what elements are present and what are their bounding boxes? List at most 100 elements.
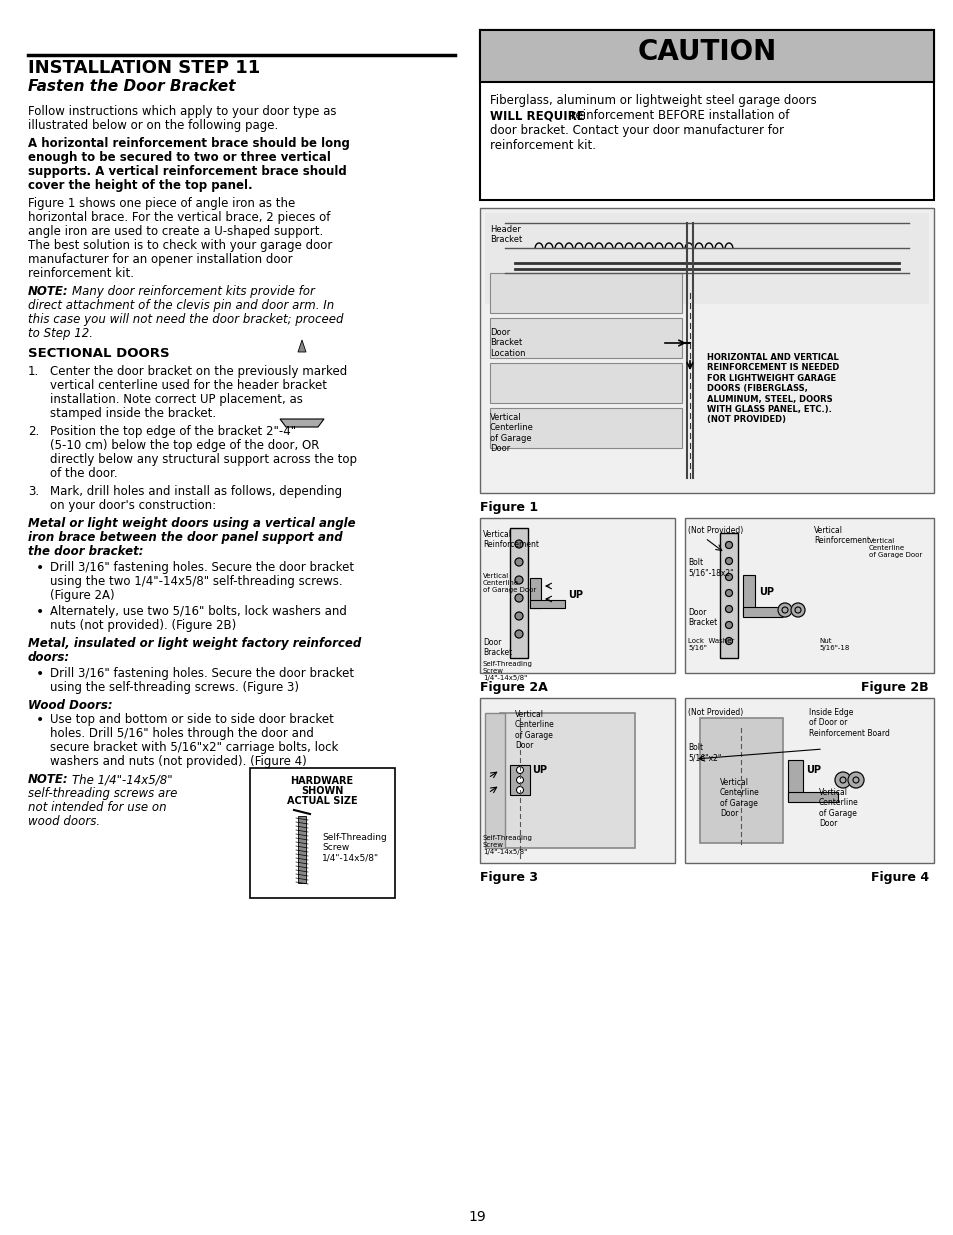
Polygon shape [297, 340, 306, 352]
Text: Door
Bracket
Location: Door Bracket Location [490, 329, 525, 358]
Bar [479, 207, 933, 493]
Text: Drill 3/16" fastening holes. Secure the door bracket: Drill 3/16" fastening holes. Secure the … [50, 667, 354, 680]
Text: Header
Bracket: Header Bracket [490, 225, 521, 245]
Text: secure bracket with 5/16"x2" carriage bolts, lock: secure bracket with 5/16"x2" carriage bo… [50, 741, 338, 755]
Text: Figure 2B: Figure 2B [861, 680, 928, 694]
Text: Metal, insulated or light weight factory reinforced: Metal, insulated or light weight factory… [28, 637, 361, 650]
Text: horizontal brace. For the vertical brace, 2 pieces of: horizontal brace. For the vertical brace… [28, 211, 330, 224]
Text: Drill 3/16" fastening holes. Secure the door bracket: Drill 3/16" fastening holes. Secure the … [50, 561, 354, 574]
Bar [490, 363, 681, 403]
Bar [499, 713, 635, 848]
Circle shape [724, 605, 732, 613]
Text: Figure 2A: Figure 2A [479, 680, 547, 694]
Text: (Not Provided): (Not Provided) [687, 526, 742, 535]
Text: Door
Bracket: Door Bracket [687, 608, 717, 627]
Bar [720, 534, 738, 658]
Circle shape [516, 787, 523, 794]
Circle shape [516, 777, 523, 783]
Circle shape [834, 772, 850, 788]
Text: this case you will not need the door bracket; proceed: this case you will not need the door bra… [28, 312, 343, 326]
Circle shape [847, 772, 863, 788]
Text: nuts (not provided). (Figure 2B): nuts (not provided). (Figure 2B) [50, 619, 236, 632]
Text: the door bracket:: the door bracket: [28, 545, 143, 558]
Circle shape [778, 603, 791, 618]
Text: Follow instructions which apply to your door type as: Follow instructions which apply to your … [28, 105, 336, 119]
Circle shape [724, 621, 732, 629]
Circle shape [515, 594, 522, 601]
Text: The 1/4"-14x5/8": The 1/4"-14x5/8" [71, 773, 172, 785]
Text: not intended for use on: not intended for use on [28, 802, 167, 814]
Text: Wood Doors:: Wood Doors: [28, 699, 112, 713]
Text: Fiberglass, aluminum or lightweight steel garage doors: Fiberglass, aluminum or lightweight stee… [490, 94, 816, 107]
Text: The best solution is to check with your garage door: The best solution is to check with your … [28, 240, 332, 252]
Text: vertical centerline used for the header bracket: vertical centerline used for the header … [50, 379, 327, 391]
Circle shape [724, 541, 732, 548]
Polygon shape [280, 419, 324, 427]
Text: HARDWARE: HARDWARE [290, 776, 354, 785]
Text: Alternately, use two 5/16" bolts, lock washers and: Alternately, use two 5/16" bolts, lock w… [50, 605, 347, 618]
Text: of the door.: of the door. [50, 467, 117, 480]
Circle shape [724, 589, 732, 597]
Text: 2.: 2. [28, 425, 39, 438]
Text: Vertical
Reinforcement: Vertical Reinforcement [813, 526, 869, 546]
Text: reinforcement kit.: reinforcement kit. [28, 267, 133, 280]
Text: Many door reinforcement kits provide for: Many door reinforcement kits provide for [71, 285, 314, 298]
Text: installation. Note correct UP placement, as: installation. Note correct UP placement,… [50, 393, 302, 406]
Bar [479, 698, 675, 863]
Text: wood doors.: wood doors. [28, 815, 100, 827]
Text: Figure 1 shows one piece of angle iron as the: Figure 1 shows one piece of angle iron a… [28, 198, 294, 210]
Text: CAUTION: CAUTION [637, 38, 776, 65]
Text: ACTUAL SIZE: ACTUAL SIZE [287, 797, 357, 806]
Bar [510, 529, 527, 658]
Text: Figure 4: Figure 4 [870, 871, 928, 884]
Text: UP: UP [567, 590, 582, 600]
Text: UP: UP [532, 764, 546, 776]
Text: Door
Bracket: Door Bracket [482, 638, 512, 657]
Bar [484, 212, 928, 304]
Bar [479, 30, 933, 200]
Circle shape [515, 613, 522, 620]
Text: NOTE:: NOTE: [28, 285, 69, 298]
Bar [684, 517, 933, 673]
Text: •: • [36, 713, 44, 727]
Text: Self-Threading
Screw
1/4"-14x5/8": Self-Threading Screw 1/4"-14x5/8" [482, 661, 533, 680]
Text: directly below any structural support across the top: directly below any structural support ac… [50, 453, 356, 466]
Bar [742, 606, 782, 618]
Circle shape [515, 576, 522, 584]
Text: SHOWN: SHOWN [300, 785, 343, 797]
Text: Position the top edge of the bracket 2"-4": Position the top edge of the bracket 2"-… [50, 425, 295, 438]
Text: reinforcement kit.: reinforcement kit. [490, 140, 596, 152]
Text: Self-Threading
Screw
1/4"-14x5/8": Self-Threading Screw 1/4"-14x5/8" [322, 832, 386, 863]
Bar [510, 764, 530, 795]
Bar [787, 792, 837, 802]
Bar [700, 718, 782, 844]
Text: Vertical
Centerline
of Garage
Door: Vertical Centerline of Garage Door [818, 788, 858, 829]
Bar [684, 698, 933, 863]
Text: Self-Threading
Screw
1/4"-14x5/8": Self-Threading Screw 1/4"-14x5/8" [482, 835, 533, 855]
Circle shape [724, 573, 732, 580]
Text: NOTE:: NOTE: [28, 773, 69, 785]
Text: 19: 19 [468, 1210, 485, 1224]
Circle shape [515, 540, 522, 548]
Text: iron brace between the door panel support and: iron brace between the door panel suppor… [28, 531, 342, 543]
Text: Nut
5/16"-18: Nut 5/16"-18 [818, 638, 848, 651]
Text: angle iron are used to create a U-shaped support.: angle iron are used to create a U-shaped… [28, 225, 323, 238]
Text: (5-10 cm) below the top edge of the door, OR: (5-10 cm) below the top edge of the door… [50, 438, 319, 452]
Text: cover the height of the top panel.: cover the height of the top panel. [28, 179, 253, 191]
Text: Figure 3: Figure 3 [479, 871, 537, 884]
Circle shape [724, 557, 732, 564]
Text: self-threading screws are: self-threading screws are [28, 787, 177, 800]
Text: direct attachment of the clevis pin and door arm. In: direct attachment of the clevis pin and … [28, 299, 334, 312]
Bar [530, 600, 564, 608]
Text: doors:: doors: [28, 651, 71, 664]
Text: INSTALLATION STEP 11: INSTALLATION STEP 11 [28, 59, 260, 77]
Text: stamped inside the bracket.: stamped inside the bracket. [50, 408, 216, 420]
Text: Mark, drill holes and install as follows, depending: Mark, drill holes and install as follows… [50, 485, 342, 498]
Circle shape [515, 630, 522, 638]
Text: Vertical
Centerline
of Garage
Door: Vertical Centerline of Garage Door [720, 778, 759, 819]
Text: A horizontal reinforcement brace should be long: A horizontal reinforcement brace should … [28, 137, 350, 149]
Text: using the self-threading screws. (Figure 3): using the self-threading screws. (Figure… [50, 680, 298, 694]
Circle shape [516, 767, 523, 773]
Text: Fasten the Door Bracket: Fasten the Door Bracket [28, 79, 235, 94]
Text: enough to be secured to two or three vertical: enough to be secured to two or three ver… [28, 151, 331, 164]
